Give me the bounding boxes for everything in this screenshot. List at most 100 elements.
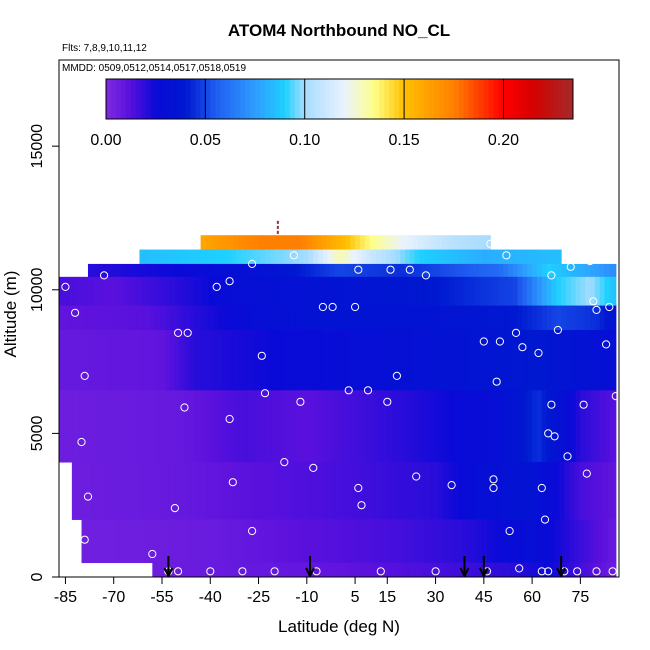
sample-point	[61, 475, 70, 484]
sample-point	[257, 351, 266, 360]
heat-cell	[472, 249, 478, 265]
colorbar-segment	[284, 79, 291, 119]
heat-cell	[541, 305, 548, 331]
heat-cell	[242, 276, 248, 306]
heat-cell	[295, 263, 301, 278]
dates-note: MMDD: 0509,0512,0514,0517,0518,0519	[62, 63, 246, 74]
heat-cell	[179, 263, 186, 278]
heat-cell	[145, 329, 152, 391]
heat-cell	[236, 519, 242, 564]
heat-cell	[388, 235, 395, 250]
heat-cell	[569, 519, 575, 564]
heat-cell	[380, 249, 387, 265]
heat-cell	[292, 235, 298, 250]
heat-cell	[237, 305, 244, 331]
heat-cell	[252, 263, 258, 278]
colorbar-tick-label: 0.00	[90, 132, 121, 149]
colorbar-segment	[344, 79, 350, 119]
heat-cell	[219, 235, 226, 250]
heat-cell	[527, 390, 533, 463]
heat-cell	[242, 390, 248, 463]
heat-cell	[472, 519, 478, 564]
heat-cell	[170, 263, 176, 278]
heat-cell	[353, 305, 359, 331]
heat-cell	[450, 263, 456, 278]
heat-cell	[300, 276, 306, 306]
heat-cell	[470, 562, 477, 577]
heat-cell	[517, 276, 524, 306]
colorbar-segment	[498, 79, 504, 119]
heat-cell	[400, 249, 406, 265]
heat-cell	[459, 305, 466, 331]
heat-cell	[546, 390, 553, 463]
heat-cell	[240, 519, 247, 564]
heat-cell	[87, 263, 94, 278]
heat-cell	[218, 390, 224, 463]
heat-cell	[295, 329, 301, 391]
heat-cell	[396, 263, 403, 278]
sample-point	[405, 265, 414, 274]
heat-cell	[474, 276, 480, 306]
heat-cell	[585, 305, 591, 331]
heat-cell	[256, 390, 263, 463]
heat-cell	[155, 305, 161, 331]
heat-cell	[483, 390, 490, 463]
heat-cell	[417, 562, 424, 577]
heat-cell	[213, 263, 219, 278]
heat-cell	[155, 263, 161, 278]
heat-cell	[413, 235, 419, 250]
heat-cell	[413, 562, 419, 577]
heat-cell	[247, 305, 253, 331]
heat-cell	[396, 276, 403, 306]
heat-cell	[153, 519, 160, 564]
heat-cell	[498, 305, 504, 331]
sample-point	[547, 400, 556, 409]
heat-cell	[487, 462, 493, 520]
heat-cell	[506, 519, 512, 564]
heat-cell	[339, 305, 345, 331]
heat-cell	[290, 329, 297, 391]
heat-cell	[440, 329, 446, 391]
colorbar-segment	[528, 79, 534, 119]
heat-cell	[609, 263, 615, 278]
heat-cell	[363, 276, 369, 306]
heat-cell	[334, 263, 340, 278]
heat-cell	[326, 235, 332, 250]
heat-cell	[380, 519, 387, 564]
heat-cell	[435, 390, 441, 463]
heat-cell	[525, 462, 532, 520]
heat-layer	[71, 462, 617, 520]
heat-cell	[421, 390, 427, 463]
heat-cell	[366, 519, 372, 564]
heat-cell	[536, 305, 543, 331]
heat-cell	[427, 235, 433, 250]
heat-cell	[240, 249, 247, 265]
sample-point	[225, 277, 234, 286]
heat-cell	[406, 276, 413, 306]
heat-cell	[332, 462, 338, 520]
heat-cell	[337, 249, 343, 265]
heat-cell	[173, 462, 179, 520]
heat-cell	[237, 263, 244, 278]
sample-point	[386, 265, 395, 274]
heat-cell	[334, 276, 340, 306]
heat-cell	[129, 519, 136, 564]
heat-cell	[604, 276, 610, 306]
colorbar-segment	[473, 79, 480, 119]
heat-cell	[150, 329, 157, 391]
heat-cell	[258, 562, 264, 577]
heat-cell	[454, 263, 461, 278]
heat-cell	[100, 519, 107, 564]
sample-point	[270, 567, 279, 576]
heat-cell	[277, 235, 284, 250]
heat-cell	[158, 462, 165, 520]
heat-cell	[482, 519, 488, 564]
heat-cell	[211, 519, 218, 564]
heat-cell	[392, 390, 398, 463]
heat-cell	[483, 276, 490, 306]
heat-cell	[160, 329, 166, 391]
heat-cell	[207, 249, 213, 265]
heat-cell	[256, 263, 263, 278]
heat-cell	[585, 263, 591, 278]
heat-cell	[429, 249, 435, 265]
